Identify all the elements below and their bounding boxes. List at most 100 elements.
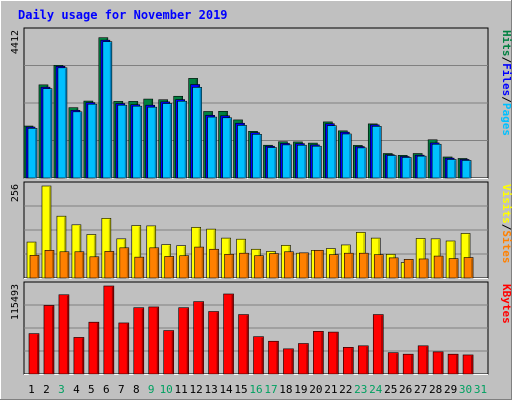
bar-pages-day-25: [386, 155, 397, 179]
bar-kbytes-day-9: [148, 306, 160, 375]
bar-shade: [454, 160, 456, 178]
bar-shade: [201, 302, 204, 374]
bar-shade: [49, 89, 52, 178]
bar-kbytes-day-2: [43, 305, 55, 375]
bar-sites-day-12: [194, 246, 204, 279]
legend-separator: /: [500, 224, 512, 231]
bar-pages-day-12: [192, 87, 202, 179]
bar-pages-day-4: [72, 111, 83, 179]
bar-shade: [37, 334, 39, 374]
bar-shade: [246, 315, 249, 374]
bar-shade: [81, 338, 84, 374]
bar-sites-day-11: [179, 255, 189, 279]
bar-kbytes-day-10: [163, 330, 175, 375]
bar-shade: [366, 254, 368, 278]
bar-kbytes-day-27: [417, 345, 429, 375]
y-max-label: 256: [10, 184, 21, 202]
bar-shade: [351, 254, 353, 278]
day-label-28: 28: [429, 383, 442, 396]
bar-shade: [306, 253, 308, 278]
bar-pages-day-1: [27, 128, 38, 179]
bar-shade: [396, 258, 398, 278]
bar-shade: [199, 88, 202, 178]
bar-kbytes-day-7: [118, 322, 130, 375]
series-legend: KBytes: [500, 284, 512, 324]
bar-shade: [37, 256, 39, 278]
bar-kbytes-day-28: [432, 351, 444, 375]
bar-pages-day-17: [267, 147, 277, 179]
bar-shade: [35, 129, 37, 178]
bar-shade: [409, 158, 411, 178]
bar-shade: [126, 323, 129, 374]
bar-shade: [138, 226, 141, 278]
bar-pages-day-19: [297, 144, 307, 179]
bar-shade: [141, 258, 144, 278]
bar-pages-day-2: [42, 88, 53, 179]
bar-shade: [364, 148, 366, 178]
bar-shade: [426, 259, 428, 278]
day-label-31: 31: [474, 383, 487, 396]
bar-sites-day-30: [463, 257, 474, 279]
bar-shade: [169, 104, 172, 178]
bar-shade: [321, 332, 323, 374]
day-label-24: 24: [369, 383, 383, 396]
bar-shade: [111, 252, 114, 278]
bar-kbytes-day-24: [372, 314, 384, 375]
day-label-9: 9: [148, 383, 155, 396]
day-label-20: 20: [309, 383, 322, 396]
bar-pages-day-29: [446, 159, 457, 179]
bar-pages-day-7: [117, 104, 128, 179]
bar-shade: [468, 234, 470, 278]
day-label-3: 3: [58, 383, 65, 396]
legend-files: Files: [500, 63, 512, 96]
bar-sites-day-25: [388, 257, 399, 279]
bar-sites-day-6: [104, 251, 115, 279]
bar-shade: [171, 331, 174, 374]
bar-shade: [64, 68, 67, 178]
bar-kbytes-day-16: [253, 336, 264, 375]
bar-shade: [411, 355, 413, 374]
bar-pages-day-9: [147, 106, 158, 179]
day-label-27: 27: [414, 383, 427, 396]
bar-sites-day-20: [314, 250, 324, 279]
bar-pages-day-22: [342, 133, 352, 179]
day-label-26: 26: [399, 383, 412, 396]
series-legend: Hits/Files/Pages: [500, 30, 512, 136]
bar-shade: [349, 134, 351, 178]
bar-shade: [321, 251, 323, 278]
bar-sites-day-7: [119, 247, 130, 279]
bar-shade: [381, 255, 383, 278]
bar-shade: [289, 145, 291, 178]
day-label-5: 5: [88, 383, 95, 396]
bar-kbytes-day-18: [283, 348, 294, 375]
bar-shade: [441, 352, 443, 374]
bar-shade: [96, 323, 99, 374]
bar-kbytes-day-20: [313, 331, 324, 375]
day-label-6: 6: [103, 383, 110, 396]
bar-sites-day-9: [149, 247, 160, 279]
bar-shade: [51, 306, 54, 374]
bar-pages-day-20: [312, 145, 322, 179]
bar-shade: [456, 259, 458, 278]
day-label-7: 7: [118, 383, 125, 396]
day-label-4: 4: [73, 383, 80, 396]
bar-kbytes-day-19: [298, 343, 309, 375]
legend-separator: /: [500, 57, 512, 64]
bar-shade: [411, 260, 413, 278]
day-axis-labels: 1 2 3 4 5 6 7 8 9 10 11 12 13 14 15 16 17 18 19 20 21 22 23 24 2…: [28, 383, 487, 396]
bar-kbytes-day-14: [223, 293, 234, 375]
bar-sites-day-16: [254, 255, 264, 279]
bar-shade: [156, 307, 159, 374]
bar-sites-day-28: [433, 255, 444, 279]
bar-pages-day-13: [207, 116, 217, 179]
day-label-14: 14: [219, 383, 233, 396]
bar-pages-day-16: [252, 134, 262, 179]
bar-kbytes-day-26: [402, 353, 414, 375]
bar-shade: [109, 42, 112, 179]
legend-separator: /: [500, 96, 512, 103]
bar-shade: [186, 308, 189, 374]
bar-pages-day-5: [87, 103, 98, 179]
bar-shade: [441, 257, 443, 278]
bar-shade: [471, 258, 473, 278]
